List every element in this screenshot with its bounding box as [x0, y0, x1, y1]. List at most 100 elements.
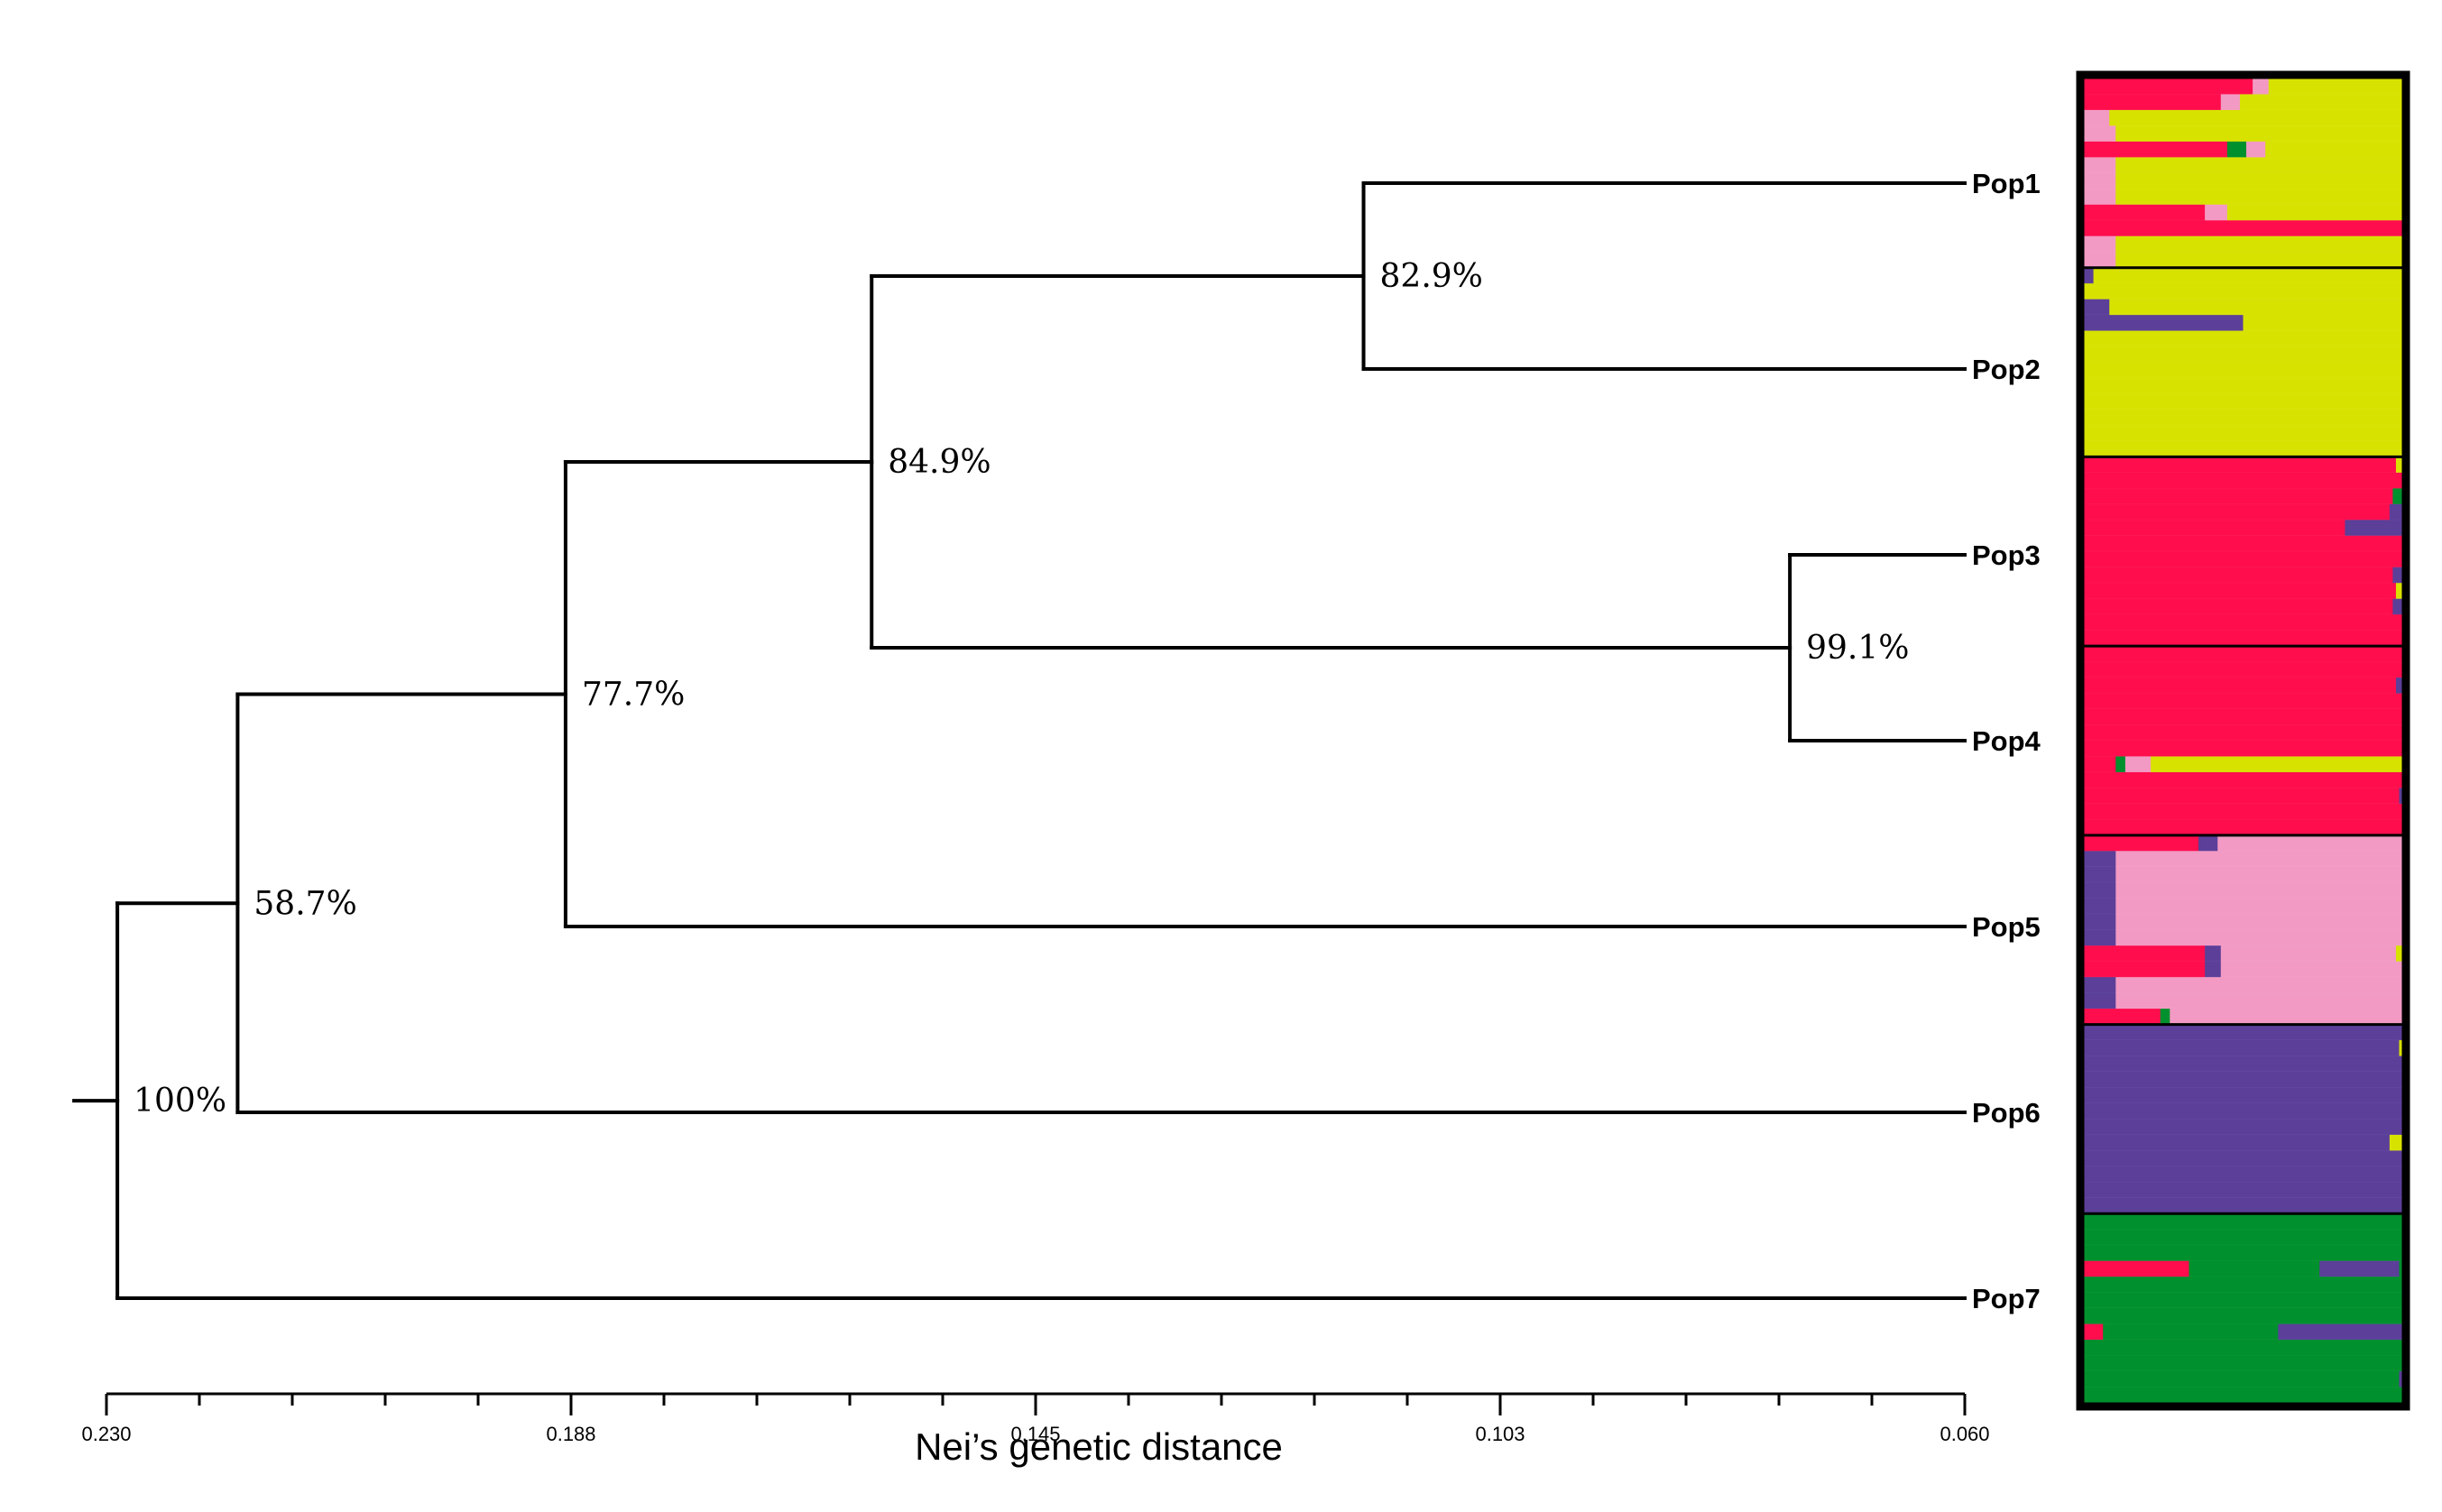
- structure-population-pop2: [2084, 267, 2403, 457]
- admixture-segment: [2084, 299, 2110, 316]
- admixture-segment: [2084, 756, 2116, 773]
- admixture-segment: [2084, 1056, 2403, 1073]
- structure-population-pop7: [2084, 1213, 2403, 1404]
- admixture-segment: [2084, 866, 2116, 883]
- distance-axis: 0.230 0.188 0.145 0.103 0.060: [81, 1392, 1990, 1445]
- admixture-segment: [2084, 456, 2397, 474]
- admixture-segment: [2084, 378, 2403, 395]
- admixture-segment: [2319, 1260, 2400, 1277]
- admixture-segment: [2084, 614, 2403, 632]
- admixture-segment: [2084, 1245, 2403, 1262]
- leaf-label-pop6: Pop6: [1972, 1097, 2041, 1129]
- admixture-segment: [2084, 157, 2116, 174]
- admixture-segment: [2115, 235, 2403, 253]
- admixture-segment: [2399, 1260, 2403, 1277]
- admixture-segment: [2084, 961, 2206, 978]
- admixture-segment: [2084, 141, 2228, 158]
- admixture-segment: [2389, 1134, 2403, 1151]
- admixture-segment: [2389, 503, 2403, 521]
- admixture-segment: [2115, 756, 2126, 773]
- support-label-n12: 82.9%: [1380, 258, 1483, 295]
- admixture-segment: [2084, 1340, 2403, 1357]
- admixture-segment: [2084, 583, 2397, 600]
- admixture-segment: [2084, 1119, 2403, 1136]
- admixture-segment: [2084, 945, 2206, 963]
- admixture-segment: [2084, 709, 2403, 726]
- admixture-segment: [2198, 834, 2218, 852]
- admixture-segment: [2084, 646, 2403, 663]
- admixture-segment: [2205, 204, 2228, 221]
- admixture-segment: [2084, 1072, 2403, 1088]
- admixture-segment: [2084, 1087, 2403, 1104]
- admixture-segment: [2220, 961, 2403, 978]
- admixture-segment: [2084, 741, 2403, 757]
- admixture-segment: [2399, 1371, 2403, 1388]
- admixture-segment: [2084, 598, 2393, 615]
- admixture-segment: [2084, 440, 2403, 457]
- admixture-segment: [2084, 992, 2116, 1010]
- admixture-segment: [2084, 78, 2253, 95]
- admixture-segment: [2103, 1323, 2279, 1341]
- admixture-segment: [2115, 914, 2403, 931]
- admixture-segment: [2084, 834, 2199, 852]
- admixture-segment: [2084, 1387, 2403, 1404]
- admixture-segment: [2395, 945, 2403, 963]
- admixture-segment: [2124, 756, 2152, 773]
- structure-population-pop1: [2084, 78, 2403, 269]
- axis-tick-label: 0.103: [1475, 1423, 1525, 1445]
- support-label-n123456: 58.7%: [253, 885, 356, 922]
- admixture-segment: [2115, 252, 2403, 269]
- admixture-segment: [2220, 94, 2241, 111]
- leaf-label-pop4: Pop4: [1972, 725, 2041, 757]
- admixture-segment: [2084, 1024, 2403, 1041]
- admixture-segment: [2084, 788, 2400, 805]
- admixture-segment: [2084, 1102, 2403, 1120]
- admixture-segment: [2084, 851, 2116, 868]
- admixture-segment: [2392, 488, 2403, 505]
- admixture-segment: [2115, 977, 2403, 994]
- admixture-segment: [2084, 1150, 2403, 1167]
- admixture-segment: [2115, 929, 2403, 946]
- structure-population-pop3: [2084, 456, 2403, 647]
- admixture-segment: [2115, 866, 2403, 883]
- admixture-segment: [2115, 898, 2403, 915]
- admixture-segment: [2399, 788, 2403, 805]
- support-label-n12345: 77.7%: [582, 677, 685, 714]
- leaf-label-pop3: Pop3: [1972, 539, 2041, 571]
- admixture-segment: [2084, 551, 2403, 568]
- admixture-segment: [2084, 819, 2403, 836]
- admixture-segment: [2399, 1040, 2403, 1057]
- admixture-segment: [2246, 141, 2266, 158]
- admixture-segment: [2109, 109, 2403, 126]
- support-label-n1234: 84.9%: [888, 444, 991, 481]
- admixture-segment: [2084, 94, 2222, 111]
- admixture-segment: [2084, 1371, 2400, 1388]
- admixture-segment: [2160, 1009, 2170, 1026]
- admixture-segment: [2084, 898, 2116, 915]
- admixture-segment: [2084, 929, 2116, 946]
- admixture-segment: [2084, 346, 2403, 364]
- leaf-label-pop1: Pop1: [1972, 168, 2041, 199]
- admixture-segment: [2084, 488, 2393, 505]
- axis-tick-label: 0.145: [1010, 1423, 1060, 1445]
- admixture-segment: [2084, 330, 2403, 347]
- admixture-segment: [2084, 315, 2244, 332]
- axis-title: Nei’s genetic distance: [915, 1425, 1283, 1468]
- admixture-segment: [2084, 1009, 2161, 1026]
- admixture-segment: [2170, 1009, 2206, 1026]
- structure-population-pop4: [2084, 646, 2403, 836]
- admixture-segment: [2084, 393, 2403, 410]
- leaf-label-pop5: Pop5: [1972, 911, 2041, 943]
- admixture-segment: [2093, 267, 2403, 284]
- admixture-segment: [2084, 220, 2403, 237]
- admixture-segment: [2084, 567, 2393, 584]
- admixture-segment: [2084, 535, 2403, 552]
- admixture-segment: [2205, 1009, 2403, 1026]
- admixture-segment: [2084, 283, 2403, 300]
- admixture-segment: [2084, 661, 2403, 678]
- admixture-segment: [2084, 977, 2116, 994]
- admixture-segment: [2268, 78, 2403, 95]
- admixture-segment: [2395, 678, 2403, 695]
- admixture-segment: [2084, 189, 2116, 206]
